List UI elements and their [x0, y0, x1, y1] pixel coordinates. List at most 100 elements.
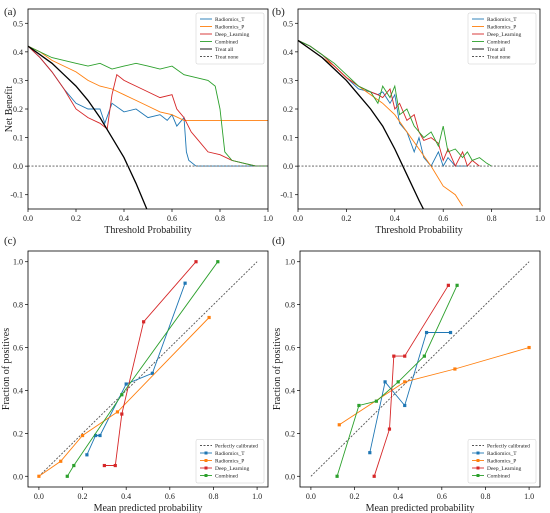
- panel-c-point-radiomics-t: [150, 371, 154, 375]
- panel-a-ylabel: Net Benefit: [4, 86, 15, 133]
- panel-d-point-radiomics-t: [368, 451, 372, 455]
- panel-a-ytick-label: 0.3: [13, 76, 23, 85]
- panel-d-xlabel: Mean predicted probability: [366, 503, 475, 513]
- panel-c-point-radiomics-t: [98, 433, 102, 438]
- panel-d-point-deep-learning: [372, 474, 376, 478]
- panel-d-point-deep-learning: [446, 283, 450, 287]
- panel-b-line-deep-learning: [298, 39, 480, 168]
- panel-b-legend-label-combined: Combined: [487, 40, 510, 46]
- panel-c-line-combined: [66, 261, 219, 477]
- panel-b-line-combined: [298, 39, 492, 167]
- panel-c-point-deep-learning: [142, 320, 146, 324]
- panel-d: (d) 0.0 0.2 0.4 0.6 0.8 1.0 0.0 0.2 0.4 0.6 0.8 1.0 M…: [272, 235, 541, 513]
- panel-d-line-radiomics-p: [339, 347, 530, 426]
- panel-c-point-combined: [72, 463, 76, 468]
- panel-d-point-deep-learning: [392, 354, 396, 358]
- panel-b-legend-label-treat-none: Treat none: [487, 55, 511, 61]
- panel-b-frame: [297, 8, 541, 210]
- panel-d-legend-marker-combined: [476, 474, 480, 477]
- panel-d-label: (d): [272, 235, 285, 247]
- panel-d-xtick-label: 1.0: [524, 492, 534, 501]
- panel-c-point-deep-learning: [113, 463, 117, 468]
- panel-d-ylabel: Fraction of positives: [272, 328, 283, 410]
- panel-c-ytick-label: 0.8: [13, 301, 23, 310]
- panel-a-line-treat-all: [28, 45, 148, 209]
- panel-c-legend-marker-deep-learning: [204, 466, 208, 470]
- panel-c-frame: [27, 250, 269, 488]
- panel-c-line-radiomics-t: [86, 283, 186, 455]
- panel-c-legend-label-radiomics-t: Radiomics_T: [215, 451, 245, 457]
- panel-c-point-radiomics-t: [94, 433, 98, 438]
- panel-c-point-radiomics-t: [85, 453, 89, 457]
- panel-b-line-radiomics-p: [298, 40, 463, 207]
- panel-d-ytick-label: 0.8: [285, 301, 295, 310]
- panel-b-label: (b): [272, 6, 285, 18]
- panel-c-xtick-label: 0.8: [208, 492, 218, 501]
- panel-d-point-combined: [335, 474, 339, 478]
- panel-a-ytick-label: 0.5: [13, 19, 23, 28]
- panel-d-line-combined: [336, 285, 458, 477]
- panel-d-xtick-label: 0.8: [480, 492, 490, 501]
- panel-d-ytick-label: 0.0: [285, 472, 295, 481]
- panel-c-point-radiomics-p: [207, 315, 211, 320]
- panel-a-ytick-label: -0.1: [10, 191, 23, 200]
- panel-c-point-deep-learning: [194, 260, 198, 264]
- panel-a-label: (a): [4, 6, 17, 18]
- panel-a-line-radiomics-p: [28, 45, 268, 121]
- panel-a-ytick-label: 0.2: [13, 105, 23, 114]
- panel-a-ytick-label: 0.0: [13, 162, 23, 171]
- panel-c-label: (c): [4, 235, 17, 247]
- panel-c-point-radiomics-p: [80, 433, 85, 438]
- panel-a-legend-label-combined: Combined: [215, 40, 238, 46]
- panel-c-ylabel: Fraction of positives: [1, 328, 12, 410]
- panel-d-frame: [299, 250, 541, 488]
- panel-b-ytick-label: -0.1: [280, 191, 293, 200]
- panel-a-xlabel: Threshold Probability: [104, 225, 192, 236]
- panel-a-xtick-label: 0.4: [119, 214, 129, 223]
- panel-d-point-combined: [396, 380, 400, 384]
- panel-c-xtick-label: 0.4: [121, 492, 131, 501]
- panel-d-point-deep-learning: [387, 427, 392, 431]
- panel-a-legend-box: [195, 12, 265, 65]
- panel-c-ytick-label: 0.0: [13, 472, 23, 481]
- panel-b-legend-box: [467, 12, 537, 65]
- panel-d-legend-label-radiomics-p: Radiomics_P: [487, 459, 516, 465]
- panel-d-legend-marker-radiomics-p: [476, 459, 480, 462]
- panel-d-point-combined: [374, 399, 378, 403]
- panel-a-xtick-label: 0.8: [215, 214, 225, 223]
- panel-c-legend-label-deep-learning: Deep_Learning: [215, 466, 249, 472]
- panel-d-point-combined: [422, 354, 426, 358]
- panel-a-xtick-label: 0.0: [23, 214, 33, 223]
- panel-d-legend-label-deep-learning: Deep_Learning: [487, 466, 521, 472]
- panel-b-ytick-label: 0.2: [283, 105, 293, 114]
- panel-c-xtick-label: 0.2: [78, 492, 88, 501]
- panel-d-xtick-label: 0.0: [306, 492, 316, 501]
- panel-d-point-radiomics-p: [403, 380, 407, 384]
- panel-b-xtick-label: 1.0: [535, 214, 545, 223]
- panel-c-series: [37, 260, 258, 478]
- panel-d-series: [310, 261, 531, 478]
- panel-d-point-deep-learning: [403, 354, 407, 358]
- panel-d-legend-box: [467, 439, 537, 484]
- panel-c-ytick-label: 1.0: [13, 258, 23, 267]
- panel-d-xtick-label: 0.2: [350, 492, 360, 501]
- panel-c-legend-label-combined: Combined: [215, 474, 238, 480]
- panel-c-point-radiomics-p: [59, 459, 63, 463]
- panel-c-point-radiomics-p: [115, 410, 120, 414]
- panel-d-point-radiomics-p: [527, 345, 531, 350]
- panel-d-legend-label-radiomics-t: Radiomics_T: [487, 451, 517, 457]
- panel-b-legend-label-radiomics-t: Radiomics_T: [487, 17, 517, 23]
- panel-d-point-radiomics-t: [448, 330, 453, 335]
- panel-b-xlabel: Threshold Probability: [375, 225, 463, 236]
- panel-b-line-treat-all: [298, 39, 425, 209]
- panel-b-legend-label-treat-all: Treat all: [487, 47, 506, 53]
- panel-c-xlabel: Mean predicted probability: [94, 503, 203, 513]
- panel-c-legend-marker-radiomics-p: [204, 459, 208, 462]
- panel-b-xtick-label: 0.2: [341, 214, 351, 223]
- panel-b-legend-label-radiomics-p: Radiomics_P: [487, 25, 516, 31]
- panel-a-ytick-label: 0.4: [13, 48, 23, 57]
- panel-c-ytick-label: 0.6: [13, 344, 23, 353]
- panel-b-xtick-label: 0.0: [293, 214, 303, 223]
